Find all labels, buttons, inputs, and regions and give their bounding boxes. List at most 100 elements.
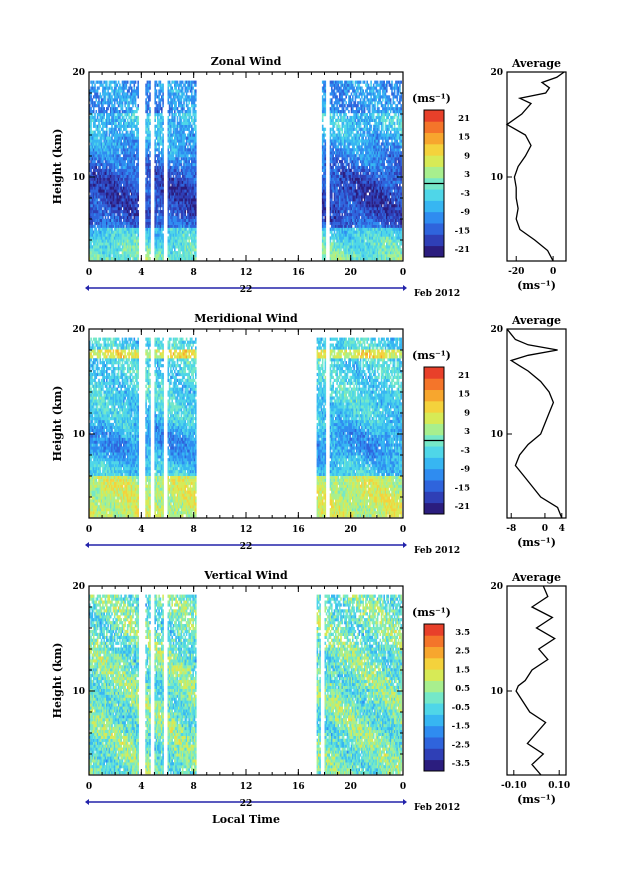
heatmap-cell — [337, 195, 340, 199]
heatmap-cell — [321, 233, 324, 237]
heatmap-cell — [106, 80, 108, 84]
heatmap-cell — [174, 227, 176, 231]
heatmap-cell — [348, 101, 350, 105]
heatmap-cell — [333, 239, 336, 243]
heatmap-cell — [336, 198, 338, 202]
heatmap-cell — [113, 145, 116, 149]
heatmap-cell — [178, 154, 180, 158]
heatmap-cell — [188, 230, 190, 234]
heatmap-cell — [154, 168, 156, 172]
heatmap-cell — [99, 257, 102, 261]
heatmap-cell — [345, 251, 347, 255]
heatmap-cell — [109, 121, 112, 125]
heatmap-cell — [130, 136, 133, 140]
heatmap-cell — [342, 198, 345, 202]
heatmap-cell — [335, 248, 337, 252]
heatmap-cell — [145, 192, 147, 196]
heatmap-cell — [123, 245, 125, 249]
heatmap-cell — [342, 221, 345, 225]
heatmap-cell — [102, 157, 104, 161]
heatmap-cell — [112, 148, 115, 152]
heatmap-cell — [323, 130, 325, 134]
heatmap-cell — [176, 215, 179, 219]
heatmap-cell — [189, 121, 192, 125]
heatmap-cell — [181, 154, 184, 158]
heatmap-cell — [116, 227, 119, 231]
heatmap-cell — [154, 124, 156, 128]
heatmap-cell — [185, 151, 188, 155]
heatmap-cell — [344, 160, 346, 164]
heatmap-cell — [133, 212, 136, 217]
heatmap-cell — [333, 145, 336, 149]
heatmap-cell — [185, 180, 188, 184]
heatmap-cell — [132, 145, 134, 149]
heatmap-cell — [180, 180, 183, 184]
heatmap-cell — [147, 236, 150, 240]
heatmap-cell — [112, 183, 115, 187]
heatmap-cell — [95, 251, 98, 255]
heatmap-cell — [184, 198, 187, 202]
heatmap-cell — [346, 89, 349, 93]
heatmap-cell — [146, 113, 149, 117]
heatmap-cell — [103, 86, 105, 90]
heatmap-cell — [106, 101, 108, 105]
heatmap-cell — [89, 127, 91, 131]
heatmap-cell — [109, 233, 112, 237]
heatmap-cell — [345, 239, 347, 243]
heatmap-cell — [115, 186, 117, 190]
heatmap-cell — [121, 83, 124, 87]
heatmap-cell — [176, 145, 179, 149]
heatmap-cell — [338, 92, 341, 96]
heatmap-cell — [136, 204, 138, 208]
heatmap-cell — [92, 204, 95, 208]
heatmap-cell — [129, 204, 132, 208]
heatmap-cell — [338, 251, 341, 255]
heatmap-cell — [181, 115, 184, 120]
heatmap-cell — [341, 245, 344, 249]
heatmap-cell — [338, 248, 341, 252]
heatmap-cell — [115, 133, 117, 137]
heatmap-cell — [348, 189, 350, 193]
heatmap-cell — [125, 210, 128, 214]
heatmap-cell — [126, 183, 129, 187]
heatmap-cell — [119, 89, 121, 93]
heatmap-cell — [344, 227, 346, 231]
heatmap-cell — [136, 136, 138, 140]
heatmap-cell — [92, 165, 95, 170]
heatmap-cell — [178, 198, 180, 202]
heatmap-cell — [176, 133, 179, 137]
heatmap-cell — [95, 189, 98, 193]
heatmap-cell — [342, 98, 345, 102]
heatmap-cell — [125, 198, 128, 202]
heatmap-cell — [128, 177, 130, 181]
heatmap-cell — [89, 218, 91, 222]
heatmap-cell — [136, 242, 138, 246]
heatmap-cell — [100, 118, 103, 122]
heatmap-cell — [329, 174, 332, 178]
heatmap-cell — [180, 165, 183, 170]
heatmap-cell — [155, 254, 158, 258]
heatmap-cell — [159, 183, 162, 187]
heatmap-cell — [167, 157, 170, 161]
heatmap-cell — [115, 89, 117, 93]
heatmap-cell — [117, 177, 120, 181]
heatmap-cell — [162, 183, 164, 187]
heatmap-cell — [174, 189, 176, 193]
heatmap-cell — [176, 157, 179, 161]
heatmap-cell — [342, 257, 345, 261]
heatmap-cell — [171, 115, 173, 120]
heatmap-cell — [133, 174, 136, 178]
heatmap-cell — [109, 210, 112, 214]
heatmap-cell — [108, 183, 111, 187]
heatmap-cell — [187, 224, 189, 228]
heatmap-cell — [100, 239, 103, 243]
heatmap-cell — [349, 227, 351, 231]
heatmap-cell — [341, 160, 344, 164]
heatmap-cell — [92, 236, 95, 240]
heatmap-cell — [159, 174, 162, 178]
heatmap-cell — [129, 165, 132, 170]
heatmap-cell — [137, 215, 139, 219]
heatmap-cell — [340, 92, 342, 96]
heatmap-cell — [108, 171, 111, 175]
heatmap-cell — [183, 221, 185, 225]
